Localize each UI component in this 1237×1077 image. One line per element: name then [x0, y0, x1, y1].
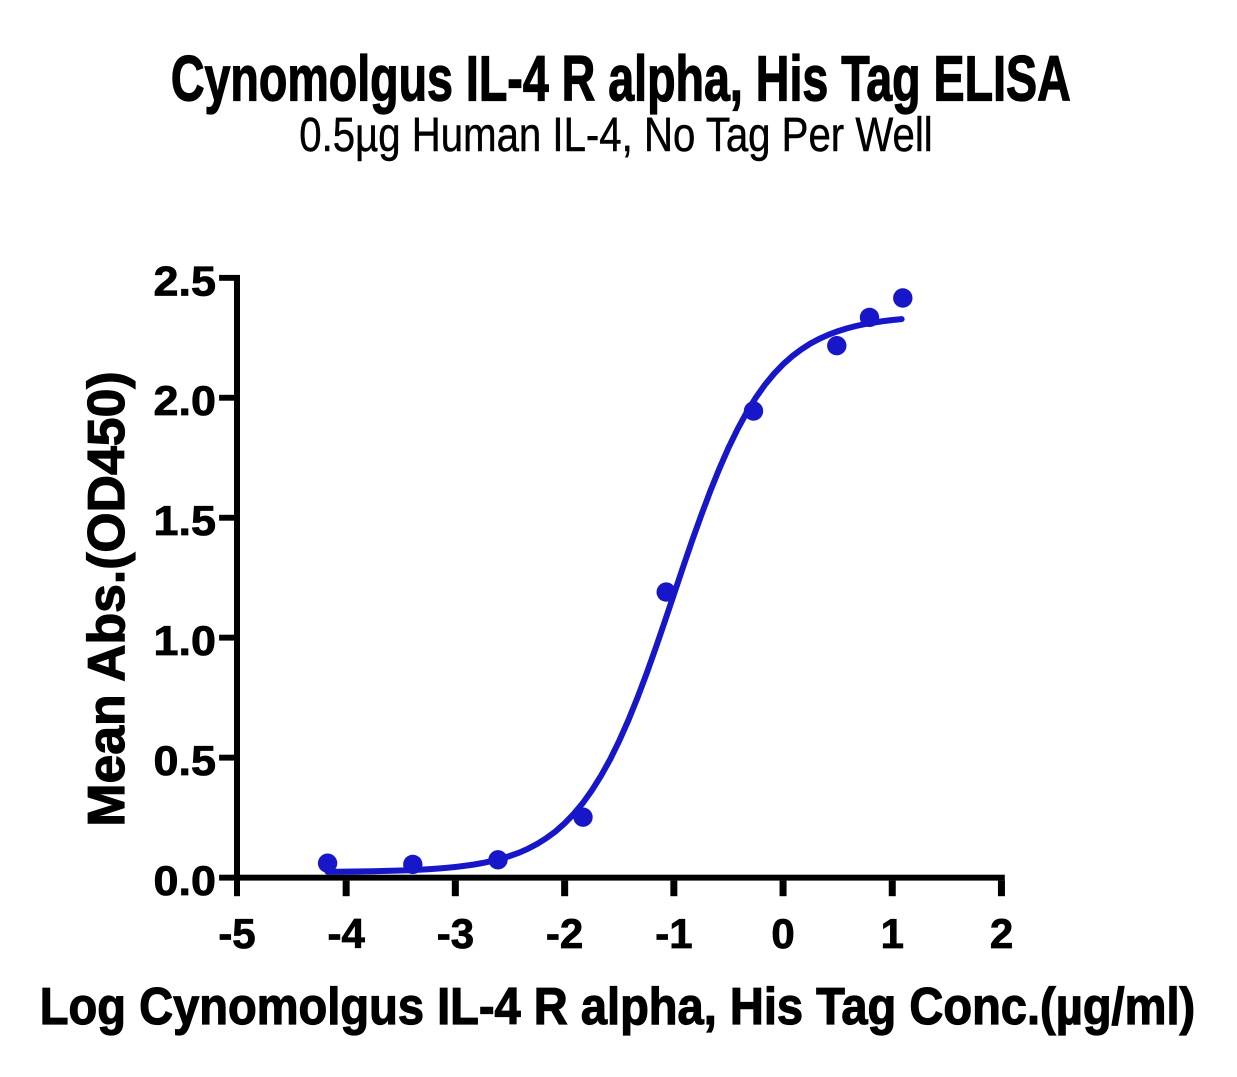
svg-text:-1: -1 — [655, 910, 692, 957]
svg-text:2: 2 — [990, 910, 1013, 957]
svg-text:-3: -3 — [437, 910, 474, 957]
svg-text:1.0: 1.0 — [154, 618, 216, 664]
svg-text:0.5: 0.5 — [154, 738, 216, 784]
svg-text:-2: -2 — [546, 910, 583, 957]
svg-text:-5: -5 — [218, 910, 255, 957]
svg-text:1.5: 1.5 — [154, 499, 216, 545]
svg-text:0.0: 0.0 — [154, 858, 216, 904]
svg-text:1: 1 — [881, 910, 904, 957]
svg-text:0.5µg Human IL-4, No Tag Per W: 0.5µg Human IL-4, No Tag Per Well — [299, 109, 932, 162]
svg-text:-4: -4 — [328, 910, 366, 957]
svg-text:2.5: 2.5 — [154, 259, 216, 305]
svg-text:Log Cynomolgus IL-4 R alpha, H: Log Cynomolgus IL-4 R alpha, His Tag Con… — [40, 977, 1195, 1036]
svg-text:Mean Abs.(OD450): Mean Abs.(OD450) — [77, 371, 135, 826]
svg-text:0: 0 — [771, 910, 794, 957]
svg-text:2.0: 2.0 — [154, 379, 216, 425]
svg-text:Cynomolgus IL-4 R alpha, His T: Cynomolgus IL-4 R alpha, His Tag ELISA — [171, 42, 1071, 114]
